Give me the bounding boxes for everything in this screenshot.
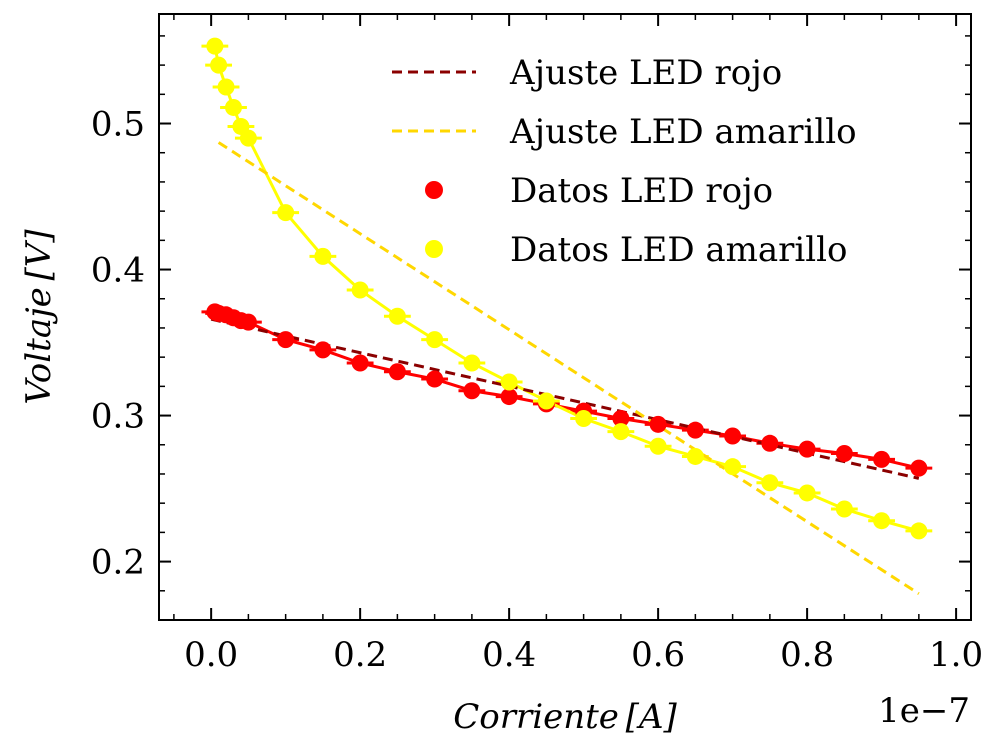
data-point — [835, 500, 853, 518]
data-point — [761, 434, 779, 452]
x-tick-label: 0.8 — [780, 635, 834, 675]
axes-frame — [158, 13, 972, 621]
x-tick-label: 0.2 — [333, 635, 387, 675]
data-point — [463, 382, 481, 400]
y-tick-label: 0.5 — [91, 105, 145, 145]
data-point — [612, 409, 630, 427]
data-point — [314, 247, 332, 265]
data-point — [910, 522, 928, 540]
data-point — [206, 37, 224, 55]
data-point — [761, 474, 779, 492]
y-tick-label: 0.3 — [91, 397, 145, 437]
data-point — [217, 78, 235, 96]
data-point — [463, 354, 481, 372]
legend-entry: Ajuste LED amarillo — [392, 112, 857, 152]
data-point — [724, 458, 742, 476]
legend-label: Datos LED amarillo — [510, 230, 848, 270]
x-axis-label: Corriente [A] — [453, 697, 677, 737]
data-point — [500, 373, 518, 391]
legend-label: Ajuste LED rojo — [509, 53, 782, 93]
data-point — [724, 427, 742, 445]
data-point — [239, 129, 257, 147]
legend-marker-swatch — [425, 240, 443, 258]
legend-entry: Datos LED rojo — [425, 171, 773, 211]
data-point — [686, 447, 704, 465]
legend: Ajuste LED rojo Ajuste LED amarillo Datos … — [392, 53, 857, 270]
x-tick-label: 0.6 — [631, 635, 685, 675]
data-point — [575, 409, 593, 427]
data-point — [314, 341, 332, 359]
data-point — [426, 331, 444, 349]
data-point — [910, 459, 928, 477]
data-point — [612, 423, 630, 441]
legend-label: Ajuste LED amarillo — [509, 112, 857, 152]
data-point — [388, 363, 406, 381]
data-point — [239, 313, 257, 331]
data-point — [277, 204, 295, 222]
axis-ticks: 0.0 0.2 0.4 0.6 0.8 1.0 0.2 0.3 0.4 0.5 — [91, 14, 983, 675]
legend-entry: Ajuste LED rojo — [392, 53, 782, 93]
data-point — [649, 415, 667, 433]
legend-marker-swatch — [425, 181, 443, 199]
data-point — [351, 281, 369, 299]
data-point — [210, 56, 228, 74]
data-point — [873, 450, 891, 468]
data-point — [537, 392, 555, 410]
legend-entry: Datos LED amarillo — [425, 230, 848, 270]
y-axis-label: Voltaje [V] — [19, 229, 59, 405]
data-point — [798, 484, 816, 502]
axis-labels: Corriente [A] Voltaje [V] 1e−7 — [19, 229, 970, 737]
data-point — [277, 331, 295, 349]
y-tick-label: 0.4 — [91, 251, 145, 291]
data-point — [798, 440, 816, 458]
data-point — [649, 437, 667, 455]
data-point — [351, 354, 369, 372]
data-point — [426, 370, 444, 388]
plot-area — [201, 37, 933, 595]
x-tick-label: 0.0 — [184, 635, 238, 675]
data-point — [686, 421, 704, 439]
data-point — [224, 98, 242, 116]
x-axis-offset-label: 1e−7 — [878, 691, 970, 731]
fit-line — [217, 141, 920, 595]
data-point — [500, 388, 518, 406]
data-point — [835, 445, 853, 463]
x-tick-label: 1.0 — [929, 635, 983, 675]
y-tick-label: 0.2 — [91, 543, 145, 583]
legend-label: Datos LED rojo — [510, 171, 773, 211]
data-point — [873, 512, 891, 530]
data-point — [388, 307, 406, 325]
x-tick-label: 0.4 — [482, 635, 536, 675]
